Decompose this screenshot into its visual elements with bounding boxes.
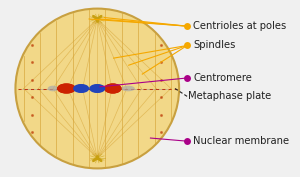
Ellipse shape — [73, 84, 88, 93]
Ellipse shape — [48, 86, 58, 91]
Ellipse shape — [104, 83, 122, 94]
Text: Metaphase plate: Metaphase plate — [188, 91, 272, 101]
Ellipse shape — [57, 83, 76, 94]
Ellipse shape — [104, 83, 122, 94]
Ellipse shape — [91, 84, 105, 93]
Ellipse shape — [74, 84, 89, 93]
Ellipse shape — [57, 83, 76, 94]
Ellipse shape — [89, 84, 104, 93]
Ellipse shape — [16, 9, 179, 168]
Ellipse shape — [122, 86, 135, 91]
Text: Nuclear membrane: Nuclear membrane — [193, 136, 289, 146]
Text: Centrioles at poles: Centrioles at poles — [193, 21, 286, 31]
Text: Centromere: Centromere — [193, 73, 252, 83]
Text: Spindles: Spindles — [193, 41, 236, 50]
